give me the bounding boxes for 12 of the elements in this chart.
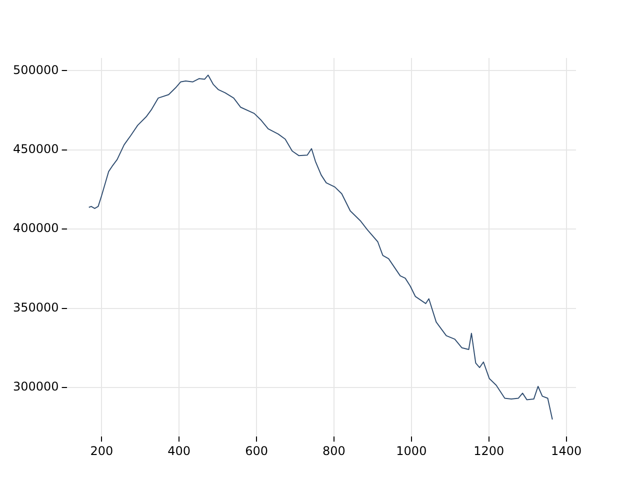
- x-tick-label: 800: [322, 444, 346, 458]
- x-tick-label: 1200: [474, 444, 504, 458]
- x-tick-label: 1000: [396, 444, 427, 458]
- y-tick-label: 450000: [12, 142, 59, 156]
- x-tick-label: 1400: [551, 444, 582, 458]
- x-tick-label: 200: [90, 444, 114, 458]
- y-tick-label: 350000: [12, 300, 59, 314]
- x-tick-label: 400: [168, 444, 191, 458]
- y-tick-label: 300000: [12, 380, 59, 394]
- y-tick-label: 400000: [12, 221, 59, 236]
- y-tick-label: 500000: [12, 62, 59, 77]
- x-tick-label: 600: [245, 444, 268, 458]
